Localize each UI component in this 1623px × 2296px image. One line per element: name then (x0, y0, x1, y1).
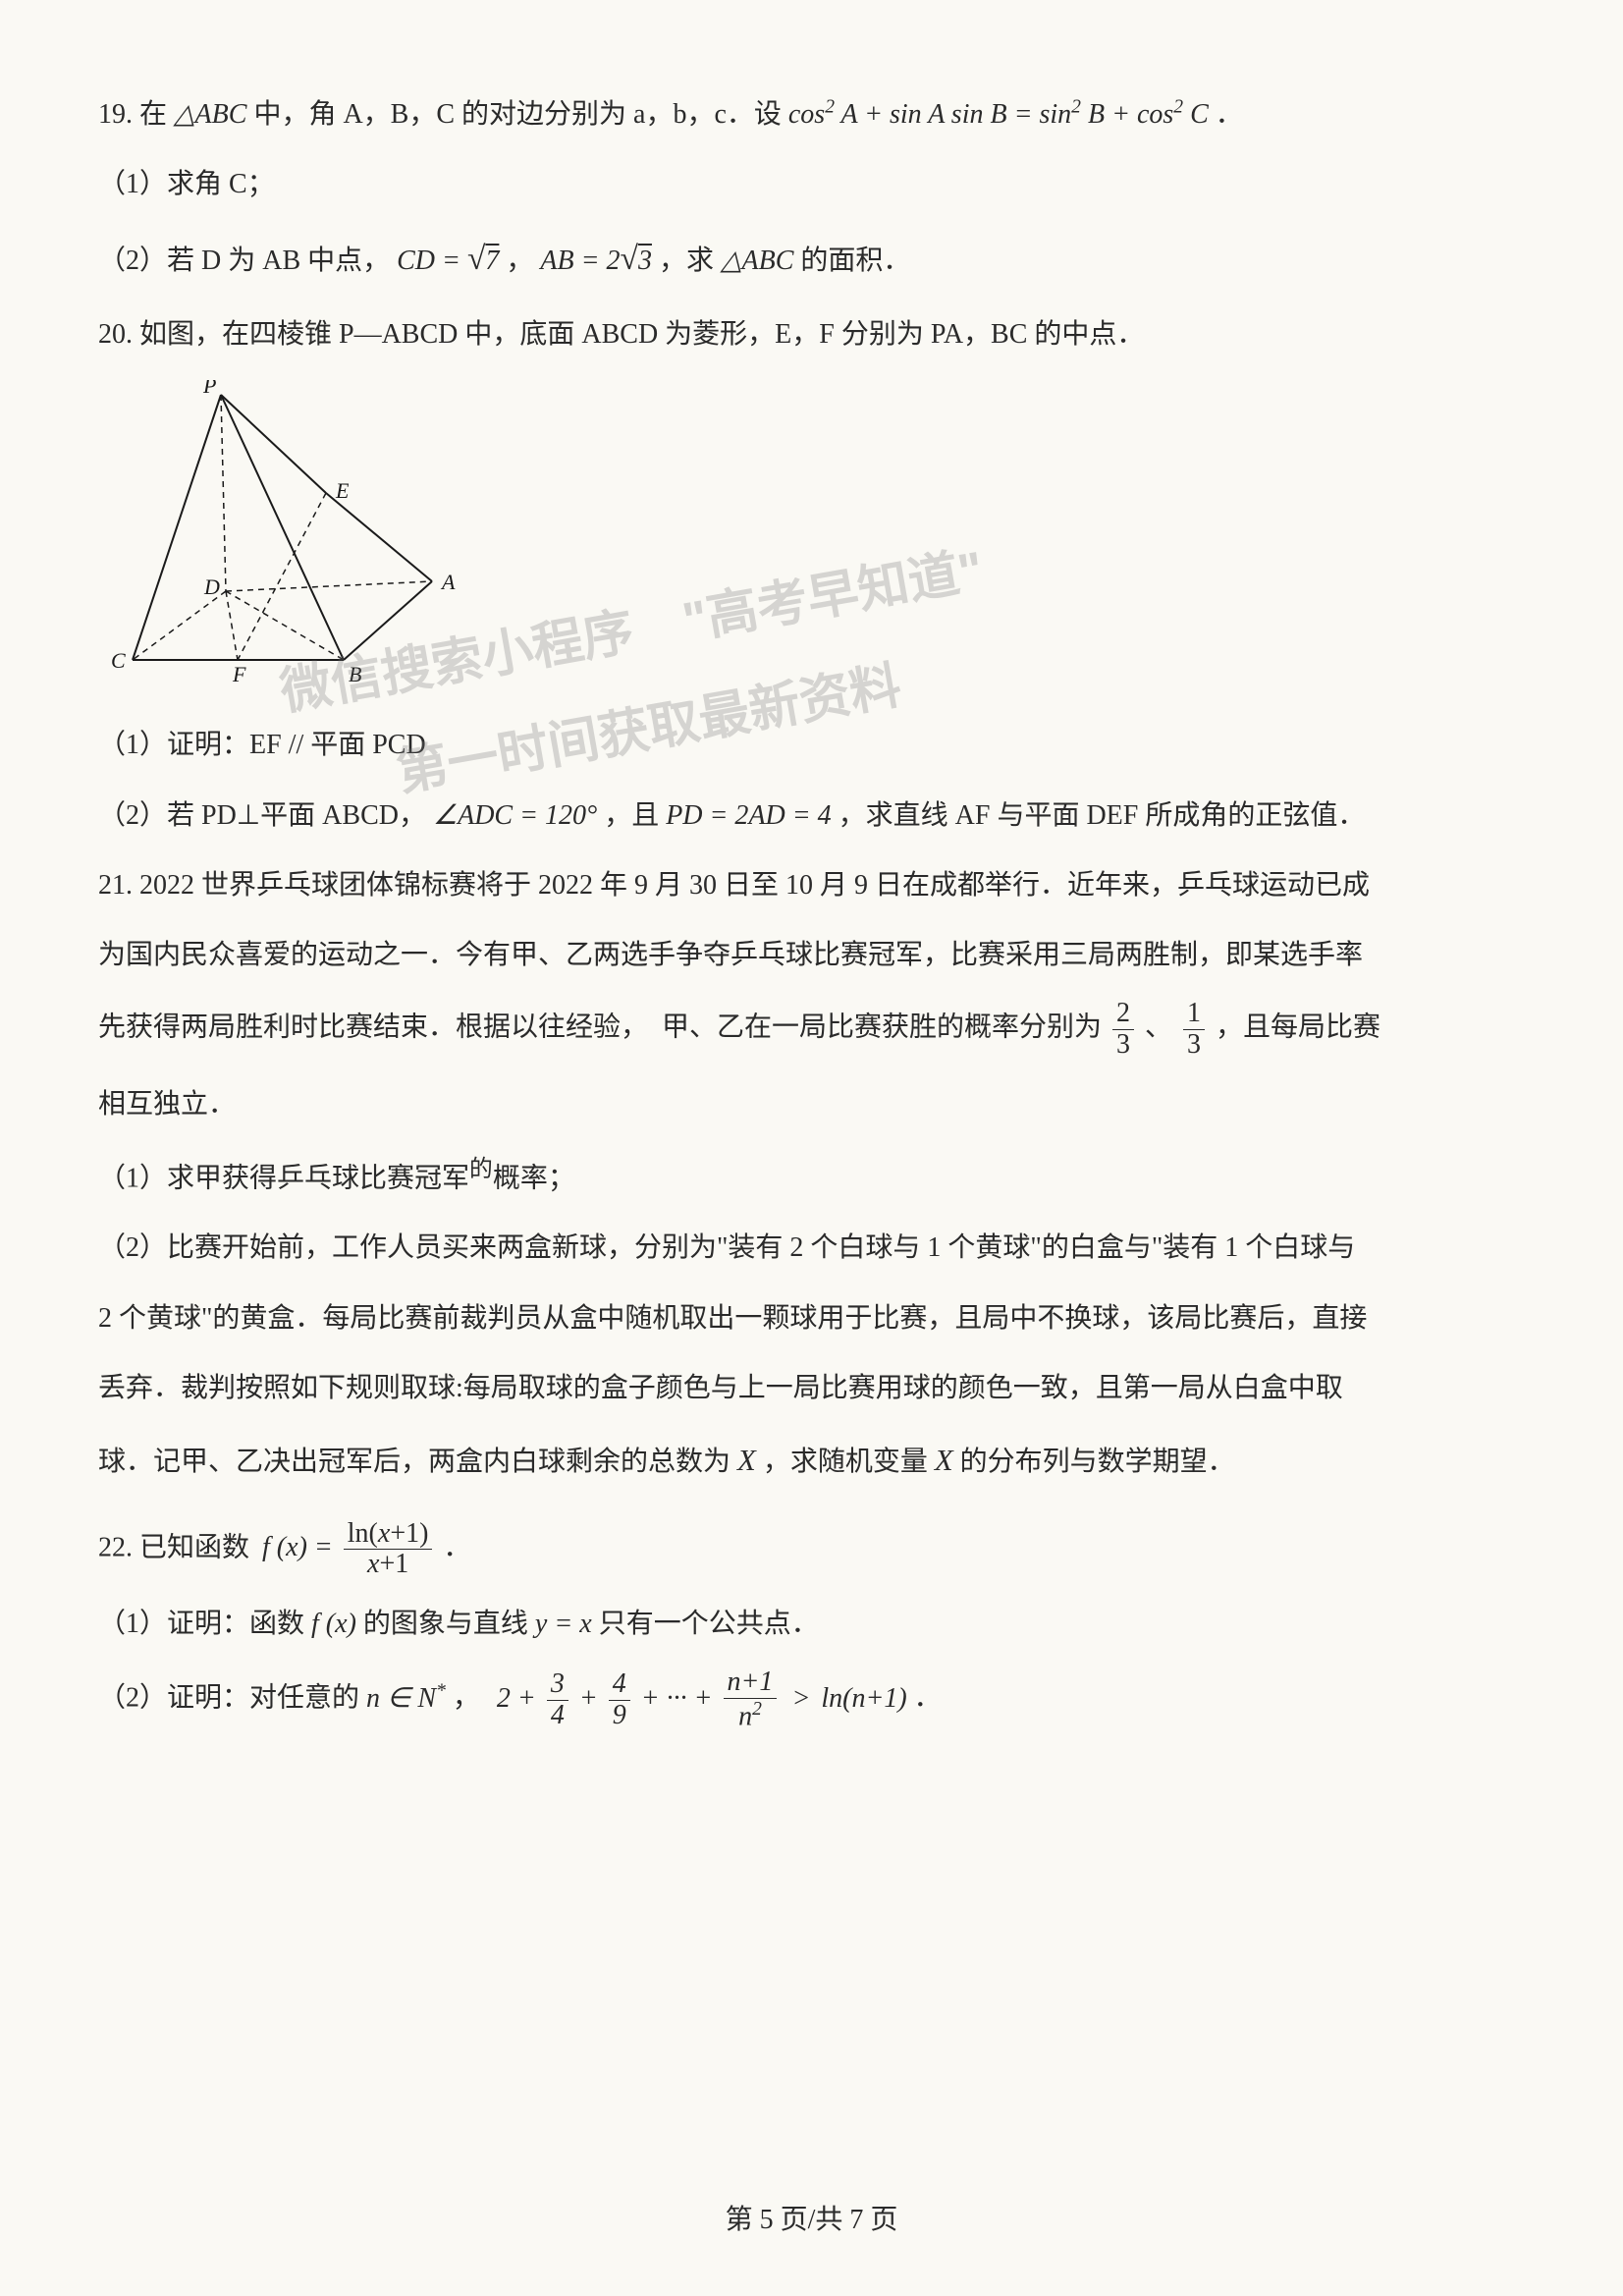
page-footer: 第 5 页/共 7 页 (0, 2198, 1623, 2237)
q22-tn-den: n2 (724, 1699, 778, 1732)
q20-p1: （1）证明：EF // 平面 PCD (98, 730, 426, 760)
q19-number: 19. (98, 99, 133, 130)
q21-X1: X (737, 1444, 756, 1477)
q22-comma: ， (453, 1683, 480, 1714)
q19-comma: ， (506, 246, 533, 276)
q19-part2: （2）若 D 为 AB 中点， CD = √7 ， AB = 2√3 ，求 △A… (98, 228, 1525, 291)
q20-p2-post: ，求直线 AF 与平面 DEF 所成角的正弦值． (839, 800, 1366, 831)
q22-plus2: + (579, 1683, 598, 1714)
q22-plus3: + (641, 1683, 660, 1714)
q19-p2-pre: （2）若 D 为 AB 中点， (98, 246, 390, 276)
q22-p1-post: 只有一个公共点． (599, 1609, 819, 1639)
q22-t3: 49 (609, 1669, 630, 1731)
q22-number: 22. (98, 1532, 133, 1562)
q20-diagram: P E A D B C F (98, 380, 1525, 699)
q19-area: 的面积． (800, 246, 910, 276)
q20-pd: PD = 2AD = 4 (666, 800, 831, 831)
q21-number: 21. (98, 870, 133, 901)
q22-rhs: ln(n+1) (821, 1683, 906, 1714)
svg-text:D: D (203, 574, 220, 599)
q22-period: ． (443, 1532, 470, 1562)
q22-pre: 已知函数 (139, 1532, 249, 1562)
q21-l4: 相互独立． (98, 1078, 1525, 1130)
q21-l1: 21. 2022 世界乒乓球团体锦标赛将于 2022 年 9 月 30 日至 1… (98, 859, 1525, 911)
svg-text:C: C (111, 648, 126, 673)
q22-series: 2 + 34 + 49 + ··· + n+1n2 > ln(n+1) (497, 1683, 914, 1714)
q20-intro: 20. 如图，在四棱锥 P—ABCD 中，底面 ABCD 为菱形，E，F 分别为… (98, 308, 1525, 360)
q21-prob-a: 23 (1112, 999, 1134, 1061)
q20-part1: （1）证明：EF // 平面 PCD (98, 719, 1525, 771)
q21-p1-pre: （1）求甲获得乒乓球比赛冠军 (98, 1163, 469, 1193)
q21-p2-l4-mid: ，求随机变量 (763, 1447, 928, 1477)
q19-period: ． (1216, 99, 1243, 130)
q22-fx-num: ln(x+1) (344, 1519, 433, 1551)
q22-fx-frac: ln(x+1) x+1 (344, 1519, 433, 1581)
q22-tn-num: n+1 (724, 1667, 778, 1699)
q20-p2-pre: （2）若 PD⊥平面 ABCD， (98, 800, 426, 831)
q21-p1-post: 概率； (493, 1163, 575, 1193)
q20-number: 20. (98, 319, 133, 350)
q22-plus4: + (694, 1683, 713, 1714)
svg-text:P: P (202, 380, 216, 398)
q19-text: 在 (139, 99, 167, 130)
q22-part2: （2）证明：对任意的 n ∈ N* ， 2 + 34 + 49 + ··· + … (98, 1667, 1525, 1732)
q22-fx-lhs: f (x) = (262, 1532, 333, 1562)
q21-p1-de: 的 (469, 1157, 493, 1182)
q19-text2: 中，角 A，B，C 的对边分别为 a，b，c．设 (253, 99, 781, 130)
q21-l2: 为国内民众喜爱的运动之一．今有甲、乙两选手争夺乒乓球比赛冠军，比赛采用三局两胜制… (98, 929, 1525, 981)
q19-p2-post: ，求 (659, 246, 714, 276)
q21-text1: 2022 世界乒乓球团体锦标赛将于 2022 年 9 月 30 日至 10 月 … (139, 870, 1370, 901)
svg-text:B: B (349, 662, 361, 686)
q22-plus1: + (517, 1683, 536, 1714)
q21-part1: （1）求甲获得乒乓球比赛冠军的概率； (98, 1148, 1525, 1205)
q22-p1-fx: f (x) (311, 1609, 356, 1639)
q22-t2: 34 (547, 1669, 568, 1731)
q21-p2-l2: 2 个黄球"的黄盒．每局比赛前裁判员从盒中随机取出一颗球用于比赛，且局中不换球，… (98, 1292, 1525, 1344)
q21-sep: 、 (1145, 1012, 1172, 1043)
q21-l3: 先获得两局胜利时比赛结束．根据以往经验， 甲、乙在一局比赛获胜的概率分别为 23… (98, 999, 1525, 1061)
q19-tri2: △ABC (721, 246, 793, 276)
q22-gt: > (791, 1683, 810, 1714)
svg-text:F: F (232, 662, 246, 686)
q19-ab: AB = 2√3 (540, 246, 652, 276)
q21-t3post: ，且每局比赛 (1216, 1012, 1380, 1043)
q22-part1: （1）证明：函数 f (x) 的图象与直线 y = x 只有一个公共点． (98, 1598, 1525, 1650)
q19-cd: CD = √7 (397, 246, 499, 276)
q20-text: 如图，在四棱锥 P—ABCD 中，底面 ABCD 为菱形，E，F 分别为 PA，… (139, 319, 1144, 350)
q22-intro: 22. 已知函数 f (x) = ln(x+1) x+1 ． (98, 1519, 1525, 1581)
q19-part1: （1）求角 C； (98, 158, 1525, 210)
q22-period2: ． (914, 1683, 942, 1714)
q22-p2-pre: （2）证明：对任意的 (98, 1683, 359, 1714)
pyramid-diagram: P E A D B C F (108, 380, 461, 694)
q22-p2-n: n ∈ N* (366, 1683, 446, 1714)
svg-text:A: A (440, 570, 456, 594)
q22-dots: ··· (667, 1683, 687, 1714)
svg-text:E: E (335, 478, 350, 503)
q21-p2-l1: （2）比赛开始前，工作人员买来两盒新球，分别为"装有 2 个白球与 1 个黄球"… (98, 1222, 1525, 1274)
q22-p1-mid: 的图象与直线 (363, 1609, 528, 1639)
q19-equation: cos2 A + sin A sin B = sin2 B + cos2 C (788, 99, 1209, 130)
q21-p2-l4-pre: 球．记甲、乙决出冠军后，两盒内白球剩余的总数为 (98, 1447, 730, 1477)
q22-p1-yx: y = x (535, 1609, 592, 1639)
q21-t3pre: 先获得两局胜利时比赛结束．根据以往经验， 甲、乙在一局比赛获胜的概率分别为 (98, 1012, 1102, 1043)
q21-p2-l4: 球．记甲、乙决出冠军后，两盒内白球剩余的总数为 X ，求随机变量 X 的分布列与… (98, 1432, 1525, 1490)
q22-s-first: 2 (497, 1683, 511, 1714)
q19-intro: 19. 在 △ABC 中，角 A，B，C 的对边分别为 a，b，c．设 cos2… (98, 88, 1525, 140)
q19-triangle: △ABC (174, 99, 246, 130)
q21-p2-l3: 丢弃．裁判按照如下规则取球:每局取球的盒子颜色与上一局比赛用球的颜色一致，且第一… (98, 1362, 1525, 1414)
q21-X2: X (935, 1444, 953, 1477)
q20-comma: ，且 (604, 800, 659, 831)
q21-p2-l4-post: 的分布列与数学期望． (960, 1447, 1235, 1477)
q22-tn: n+1n2 (724, 1667, 778, 1732)
q20-part2: （2）若 PD⊥平面 ABCD， ∠ADC = 120° ，且 PD = 2AD… (98, 790, 1525, 842)
q20-angle: ∠ADC = 120° (433, 800, 597, 831)
exam-page: 19. 在 △ABC 中，角 A，B，C 的对边分别为 a，b，c．设 cos2… (0, 0, 1623, 2296)
q21-prob-b: 13 (1183, 999, 1205, 1061)
q22-p1-pre: （1）证明：函数 (98, 1609, 304, 1639)
q22-fx-den: x+1 (344, 1550, 433, 1580)
